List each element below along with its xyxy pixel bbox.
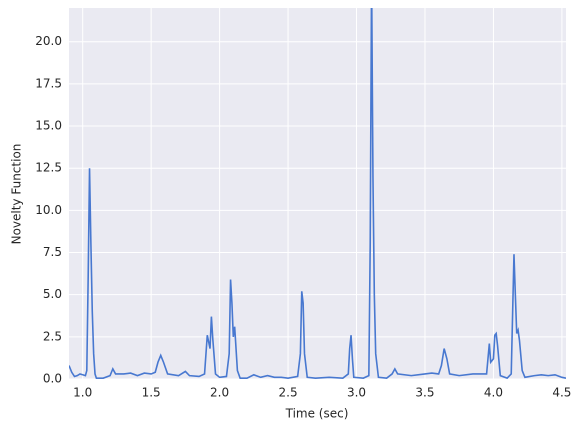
y-axis-label: Novelty Function — [10, 144, 24, 245]
y-tick-label: 12.5 — [35, 161, 62, 175]
x-tick-label: 4.0 — [484, 386, 503, 400]
x-tick-label: 2.0 — [210, 386, 229, 400]
plot-area — [69, 8, 566, 379]
y-tick-label: 0.0 — [43, 372, 62, 386]
x-tick-label: 2.5 — [279, 386, 298, 400]
data-line — [69, 8, 566, 379]
x-tick-label: 4.5 — [552, 386, 571, 400]
y-tick-label: 15.0 — [35, 119, 62, 133]
y-tick-label: 2.5 — [43, 329, 62, 343]
x-tick-label: 1.5 — [142, 386, 161, 400]
y-tick-label: 10.0 — [35, 203, 62, 217]
x-tick-label: 1.0 — [73, 386, 92, 400]
y-tick-label: 20.0 — [35, 34, 62, 48]
x-axis-label: Time (sec) — [285, 407, 349, 421]
y-tick-label: 5.0 — [43, 287, 62, 301]
y-tick-label: 17.5 — [35, 76, 62, 90]
x-tick-label: 3.0 — [347, 386, 366, 400]
x-tick-label: 3.5 — [415, 386, 434, 400]
y-tick-label: 7.5 — [43, 245, 62, 259]
